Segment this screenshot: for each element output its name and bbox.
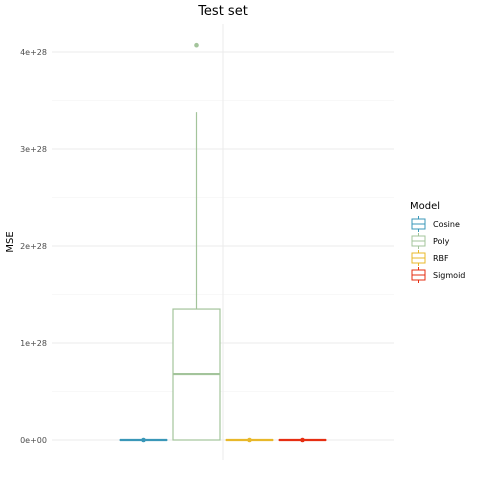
legend-label: RBF (433, 254, 449, 263)
box-cosine (119, 437, 168, 443)
median-point (300, 437, 305, 443)
y-axis-ticks: 0e+00 1e+28 2e+28 3e+28 4e+28 (20, 48, 47, 445)
chart-title: Test set (197, 4, 248, 19)
legend-item-sigmoid: Sigmoid (411, 267, 465, 283)
legend-item-rbf: RBF (411, 250, 449, 266)
legend-item-poly: Poly (411, 233, 450, 249)
y-tick-label: 3e+28 (20, 145, 47, 154)
median-point (247, 437, 252, 443)
legend-label: Sigmoid (433, 271, 465, 280)
y-axis-title: MSE (5, 231, 16, 252)
box-poly (172, 42, 221, 441)
legend-items: Cosine Poly RBF Sigmoid (411, 216, 465, 283)
box-rbf (225, 437, 274, 443)
y-tick-label: 4e+28 (20, 48, 47, 57)
grid-lines (52, 24, 394, 460)
y-tick-label: 1e+28 (20, 339, 47, 348)
legend-label: Poly (433, 237, 450, 246)
outlier-point (194, 42, 199, 48)
legend-title: Model (410, 201, 440, 212)
box-sigmoid (278, 437, 327, 443)
y-tick-label: 2e+28 (20, 242, 47, 251)
y-tick-label: 0e+00 (20, 436, 47, 445)
median-point (141, 437, 146, 443)
legend-item-cosine: Cosine (411, 216, 460, 232)
legend: Model Cosine Poly RBF Sigmoid (410, 201, 465, 283)
legend-label: Cosine (433, 220, 460, 229)
boxplot-series (119, 42, 327, 443)
